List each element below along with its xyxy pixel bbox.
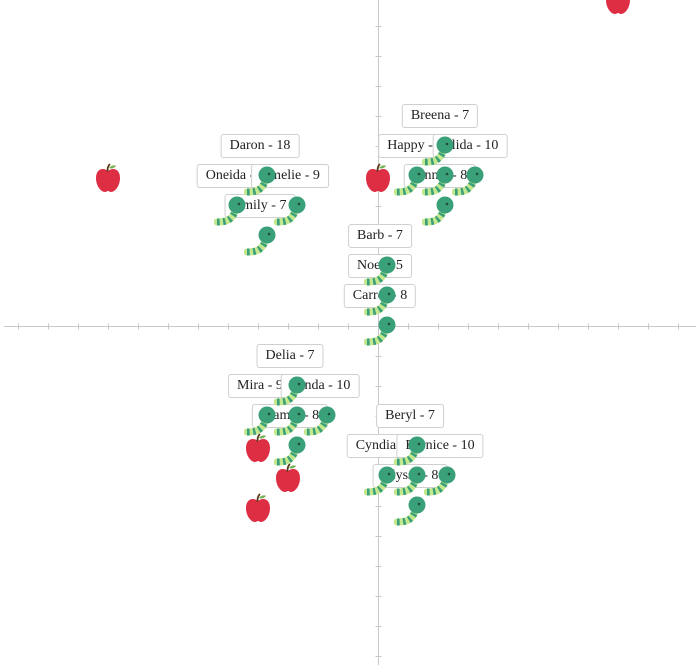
worm-icon <box>273 406 308 441</box>
apple-icon <box>274 463 302 498</box>
label-beryl: Beryl - 7 <box>376 404 444 428</box>
worm-icon <box>421 196 456 231</box>
worm-icon <box>393 436 428 471</box>
apple-icon <box>244 433 272 468</box>
label-daron: Daron - 18 <box>220 134 300 158</box>
worm-icon <box>273 196 308 231</box>
worm-icon <box>363 316 398 351</box>
worm-icon <box>273 376 308 411</box>
apple-icon <box>94 163 122 198</box>
apple-icon <box>364 163 392 198</box>
worm-icon <box>363 256 398 291</box>
worm-icon <box>273 436 308 471</box>
worm-icon <box>213 196 248 231</box>
worm-icon <box>423 466 458 501</box>
worm-icon <box>421 136 456 171</box>
apple-icon <box>244 493 272 528</box>
worm-icon <box>243 226 278 261</box>
worm-icon <box>421 166 456 201</box>
worm-icon <box>393 466 428 501</box>
worm-icon <box>243 406 278 441</box>
worm-icon <box>393 166 428 201</box>
worm-icon <box>303 406 338 441</box>
worm-icon <box>363 286 398 321</box>
worm-icon <box>243 166 278 201</box>
label-barb: Barb - 7 <box>348 224 412 248</box>
apple-icon <box>604 0 632 20</box>
worm-icon <box>363 466 398 501</box>
label-delia: Delia - 7 <box>256 344 324 368</box>
worm-icon <box>393 496 428 531</box>
label-breena: Breena - 7 <box>401 104 479 128</box>
worm-icon <box>451 166 486 201</box>
label-happy: Happy - <box>378 134 442 158</box>
